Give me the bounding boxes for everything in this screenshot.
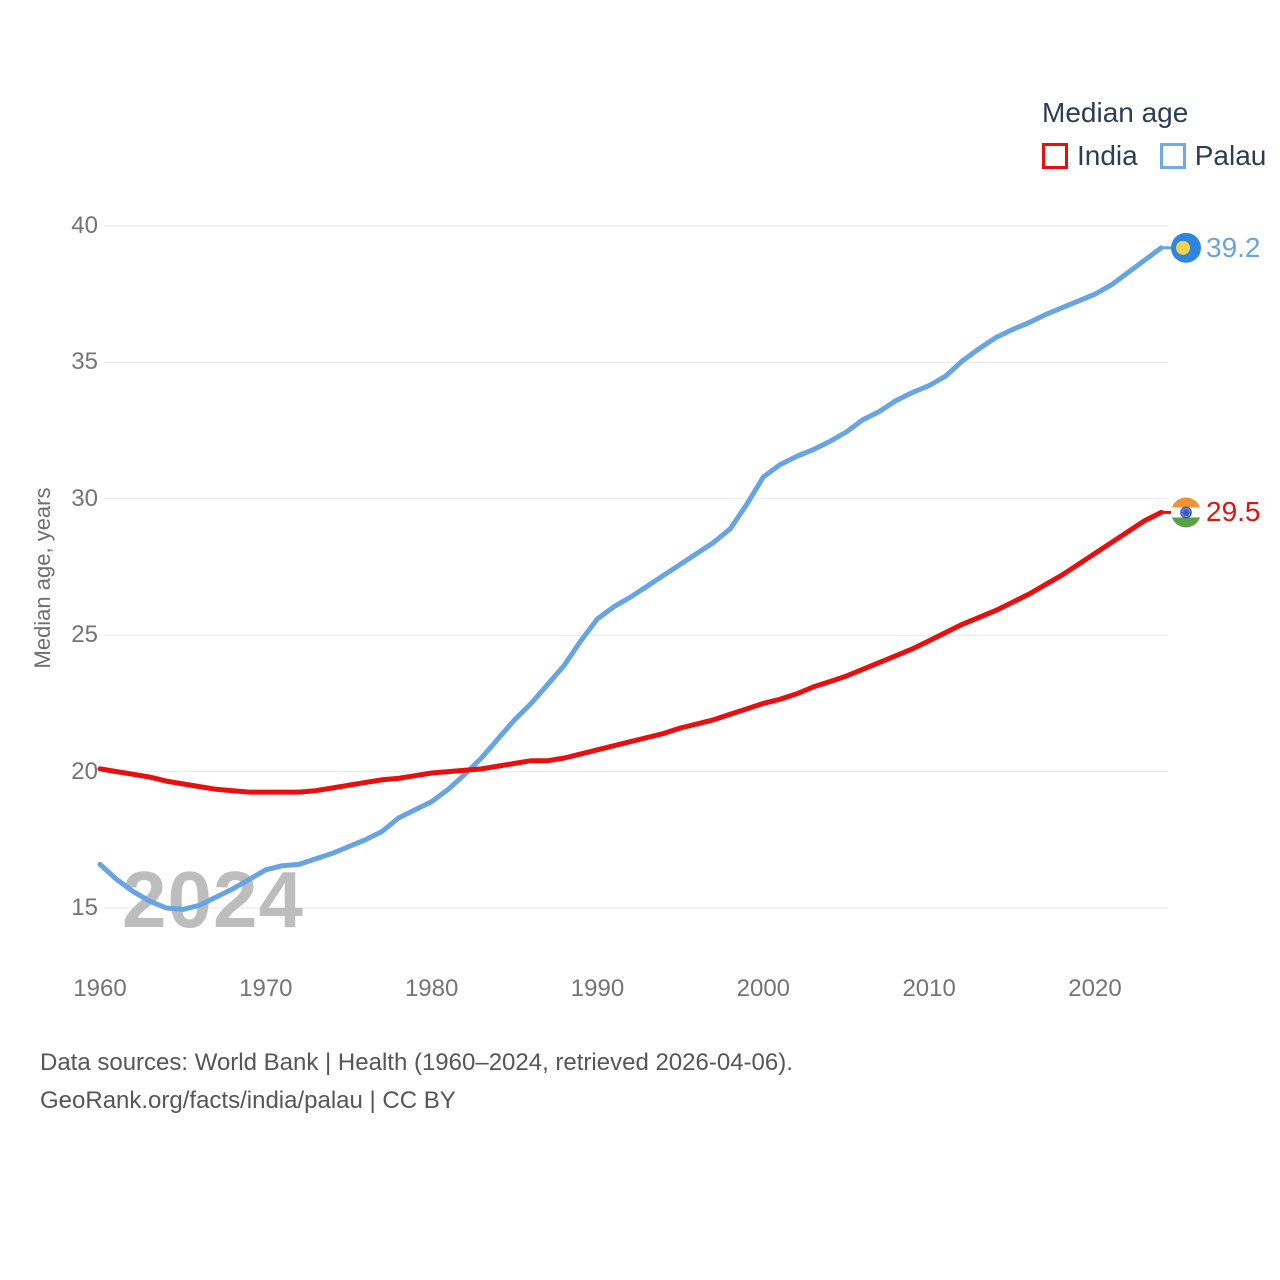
legend-items: India Palau xyxy=(1042,140,1266,172)
footer-georank-link[interactable]: GeoRank.org/facts/india/palau | CC BY xyxy=(40,1087,456,1114)
india-end-value-label: 29.5 xyxy=(1206,496,1261,528)
x-tick-label: 2000 xyxy=(736,975,791,1002)
footer-attribution: Data sources: World Bank | Health (1960–… xyxy=(40,1044,793,1120)
palau-end-value-label: 39.2 xyxy=(1206,231,1261,263)
series-line-india[interactable] xyxy=(97,509,1164,795)
palau-series-swatch-icon xyxy=(1159,143,1186,169)
y-axis-title: Median age, years xyxy=(30,487,55,669)
x-tick-label: 2010 xyxy=(902,975,956,1002)
x-tick-label: 2020 xyxy=(1068,975,1122,1002)
legend-item-india[interactable]: India xyxy=(1042,140,1138,172)
y-tick-label: 30 xyxy=(71,484,98,512)
palau-flag-icon[interactable] xyxy=(1171,232,1201,263)
x-tick-label: 1970 xyxy=(239,975,293,1002)
series-line-palau[interactable] xyxy=(97,245,1164,912)
gridlines xyxy=(104,225,1168,909)
y-tick-label: 20 xyxy=(71,757,98,785)
y-tick-label: 15 xyxy=(71,894,98,921)
y-tick-label: 25 xyxy=(71,621,98,649)
legend-item-label: India xyxy=(1077,140,1138,171)
y-tick-label: 35 xyxy=(71,348,98,376)
legend-item-label: Palau xyxy=(1194,140,1267,171)
legend: Median age India Palau xyxy=(1042,97,1266,172)
x-tick-label: 1960 xyxy=(73,975,127,1002)
footer-data-sources: Data sources: World Bank | Health (1960–… xyxy=(40,1049,793,1076)
y-tick-label: 40 xyxy=(71,212,98,239)
x-tick-label: 1990 xyxy=(570,975,625,1002)
end-markers xyxy=(1163,232,1201,528)
legend-item-palau[interactable]: Palau xyxy=(1159,140,1267,172)
x-tick-label: 1980 xyxy=(404,975,459,1002)
india-series-swatch-icon xyxy=(1042,143,1068,169)
india-flag-icon[interactable] xyxy=(1171,497,1201,528)
series-lines xyxy=(97,245,1164,912)
legend-title: Median age xyxy=(1042,97,1189,128)
